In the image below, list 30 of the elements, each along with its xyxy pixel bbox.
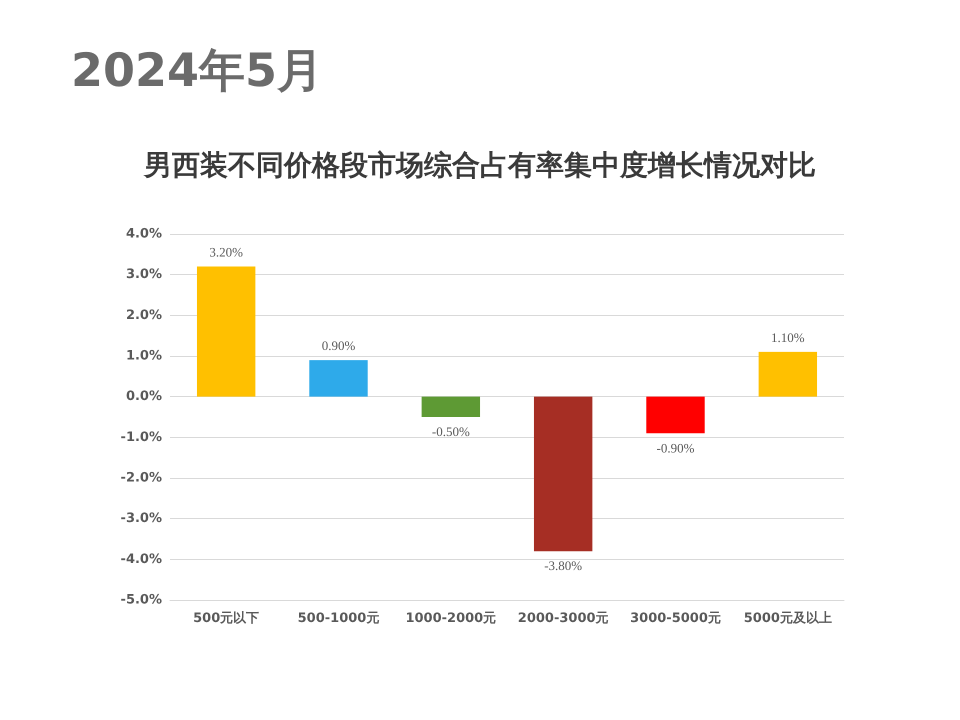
bar <box>534 396 592 552</box>
chart-subtitle: 2024年5月 <box>71 43 324 97</box>
bar <box>196 266 256 397</box>
chart-title: 男西装不同价格段市场综合占有率集中度增长情况对比 <box>143 148 816 182</box>
y-tick-label: 4.0% <box>126 226 162 242</box>
data-label: -0.50% <box>432 424 470 439</box>
data-label: -0.90% <box>656 440 695 456</box>
bar <box>758 352 818 397</box>
y-tick-label: 2.0% <box>126 308 162 323</box>
x-tick-label: 2000-3000元 <box>518 611 609 626</box>
y-tick-label: -5.0% <box>120 592 162 608</box>
bar <box>646 396 705 434</box>
y-tick-label: -2.0% <box>120 470 162 486</box>
data-label: 1.10% <box>771 330 805 345</box>
y-tick-label: -3.0% <box>120 511 162 526</box>
bar <box>309 360 368 397</box>
x-tick-label: 1000-2000元 <box>405 611 496 626</box>
x-tick-label: 500元以下 <box>193 611 260 626</box>
y-tick-label: 0.0% <box>126 389 162 404</box>
y-tick-label: -1.0% <box>120 430 162 445</box>
x-tick-label: 5000元及以上 <box>744 611 832 626</box>
bar <box>422 396 480 417</box>
y-tick-label: 1.0% <box>126 348 162 364</box>
x-tick-label: 500-1000元 <box>298 611 380 626</box>
data-label: 0.90% <box>322 338 356 354</box>
y-tick-label: 3.0% <box>126 267 162 282</box>
y-tick-label: -4.0% <box>120 552 162 567</box>
data-label: -3.80% <box>544 558 582 574</box>
x-tick-label: 3000-5000元 <box>630 611 721 626</box>
data-label: 3.20% <box>209 244 244 260</box>
